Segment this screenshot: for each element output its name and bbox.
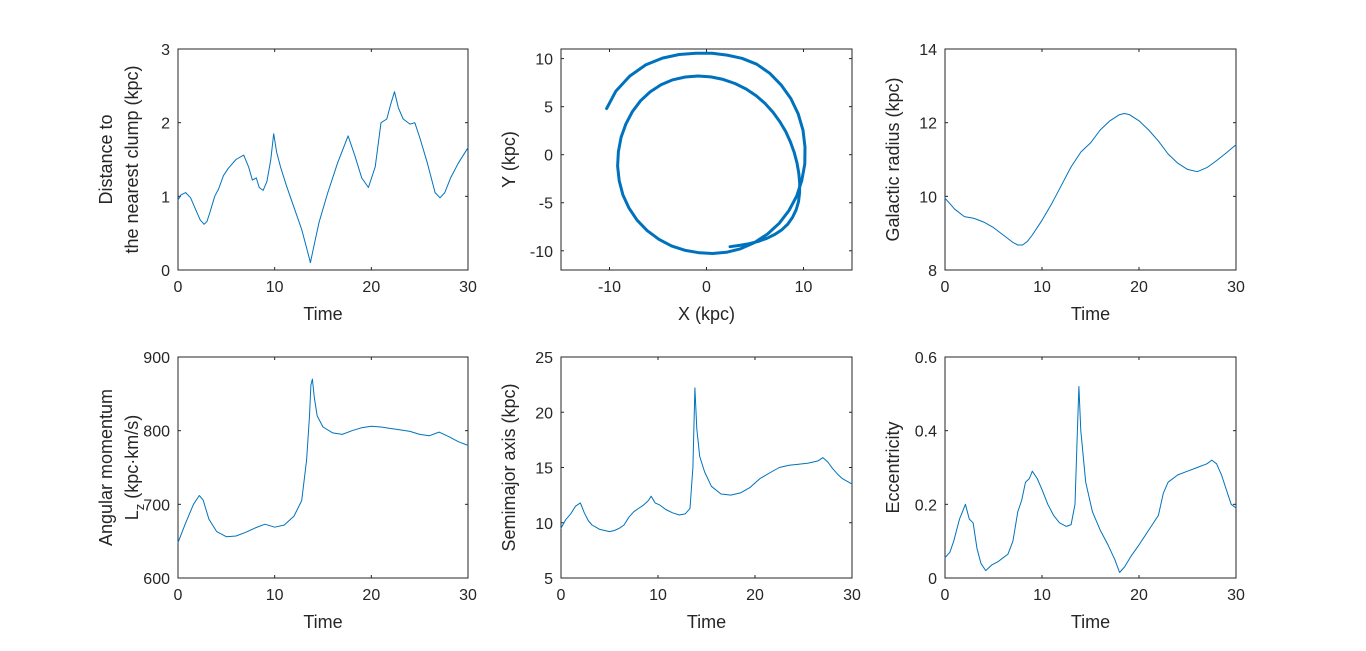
y-tick-label: 5: [544, 100, 553, 117]
y-tick-label: 8: [928, 263, 937, 280]
y-tick-label: 10: [535, 52, 553, 69]
data-line-semimajor: [560, 387, 853, 533]
y-axis-label-subscript: z: [132, 504, 147, 511]
y-tick-label: 10: [919, 189, 937, 206]
y-axis-label: Lz (kpc·km/s): [122, 415, 147, 521]
x-tick-label: 0: [557, 587, 566, 604]
panel-eccentricity: 0 10 20 30 0 0.2 0.4 0.6 Time Eccentricity: [883, 350, 1245, 632]
x-tick-label: 0: [174, 587, 183, 604]
x-tick-label: 0: [941, 587, 950, 604]
x-axis-label: Time: [687, 612, 726, 632]
y-tick-label: 0: [928, 571, 937, 588]
y-axis-label: Galactic radius (kpc): [883, 77, 903, 241]
panel-semimajor-axis: 0 10 20 30 5 10 15 20 25 Time Semimajor axis (kpc): [499, 350, 861, 632]
x-tick-label: 0: [174, 279, 183, 296]
panel-distance: 0 10 20 30 0 1 2 3 Time Distance to the nearest cl…: [96, 42, 477, 324]
x-axis-label: X (kpc): [678, 304, 735, 324]
x-tick-label: 30: [843, 587, 861, 604]
y-tick-label: 0: [161, 263, 170, 280]
y-tick-label: 700: [143, 497, 170, 514]
y-tick-label: 25: [535, 350, 553, 367]
x-tick-label: 20: [362, 587, 380, 604]
x-tick-label: 10: [1033, 279, 1051, 296]
y-tick-label: 1: [161, 189, 170, 206]
y-axis-label: Semimajor axis (kpc): [499, 383, 519, 551]
y-tick-label: 5: [544, 571, 553, 588]
x-tick-label: 20: [746, 587, 764, 604]
x-tick-label: 0: [941, 279, 950, 296]
x-axis-label: Time: [303, 304, 342, 324]
x-tick-label: 10: [649, 587, 667, 604]
x-tick-label: 30: [1227, 587, 1245, 604]
x-tick-label: 30: [459, 279, 477, 296]
y-tick-label: 12: [919, 116, 937, 133]
y-axis-label-part: (kpc·km/s): [122, 415, 142, 504]
panel-radius: 0 10 20 30 8 10 12 14 Time Galactic radius (kpc): [883, 42, 1245, 324]
x-tick-label: 30: [459, 587, 477, 604]
panel-orbit: -10 0 10 -10 -5 0 5 10 X (kpc) Y (kpc): [499, 48, 853, 324]
y-tick-label: 10: [535, 516, 553, 533]
x-axis-label: Time: [1071, 304, 1110, 324]
y-axis-label: Distance to: [96, 114, 116, 204]
y-tick-label: -5: [539, 196, 553, 213]
x-tick-label: 10: [1033, 587, 1051, 604]
y-tick-label: -10: [530, 244, 553, 261]
data-line-orbit: [605, 51, 807, 255]
x-tick-label: 0: [702, 279, 711, 296]
y-axis-label: Eccentricity: [883, 421, 903, 513]
y-tick-label: 0.2: [915, 497, 937, 514]
panel-angular-momentum: 0 10 20 30 600 700 800 900 Time Angular momentum L…: [96, 350, 477, 632]
y-tick-label: 2: [161, 116, 170, 133]
x-tick-label: 20: [1130, 587, 1148, 604]
x-tick-label: 10: [266, 587, 284, 604]
axes-frame: [944, 356, 1237, 579]
axes-frame: [560, 356, 853, 579]
x-tick-label: 30: [1227, 279, 1245, 296]
x-axis-label: Time: [1071, 612, 1110, 632]
x-tick-label: 20: [362, 279, 380, 296]
x-tick-label: 20: [1130, 279, 1148, 296]
y-axis-label: Y (kpc): [499, 131, 519, 188]
x-tick-label: 10: [266, 279, 284, 296]
y-axis-label: the nearest clump (kpc): [122, 65, 142, 253]
y-tick-label: 14: [919, 42, 937, 59]
axes-frame: [560, 48, 853, 271]
y-tick-label: 0.4: [915, 424, 937, 441]
axes-frame: [944, 48, 1237, 271]
y-tick-label: 0.6: [915, 350, 937, 367]
y-axis-label: Angular momentum: [96, 389, 116, 546]
axes-frame: [177, 48, 469, 271]
data-line-distance: [177, 91, 469, 264]
y-axis-label-part: L: [122, 510, 142, 520]
y-tick-label: 0: [544, 148, 553, 165]
data-line-radius: [944, 113, 1237, 246]
x-tick-label: 10: [795, 279, 813, 296]
axes-frame: [177, 356, 469, 579]
y-tick-label: 800: [143, 424, 170, 441]
data-line-Lz: [177, 378, 469, 544]
y-tick-label: 600: [143, 571, 170, 588]
y-tick-label: 3: [161, 42, 170, 59]
x-axis-label: Time: [303, 612, 342, 632]
y-tick-label: 900: [143, 350, 170, 367]
y-tick-label: 15: [535, 461, 553, 478]
y-tick-label: 20: [535, 405, 553, 422]
x-tick-label: -10: [598, 279, 621, 296]
data-line-eccentricity: [944, 386, 1237, 573]
